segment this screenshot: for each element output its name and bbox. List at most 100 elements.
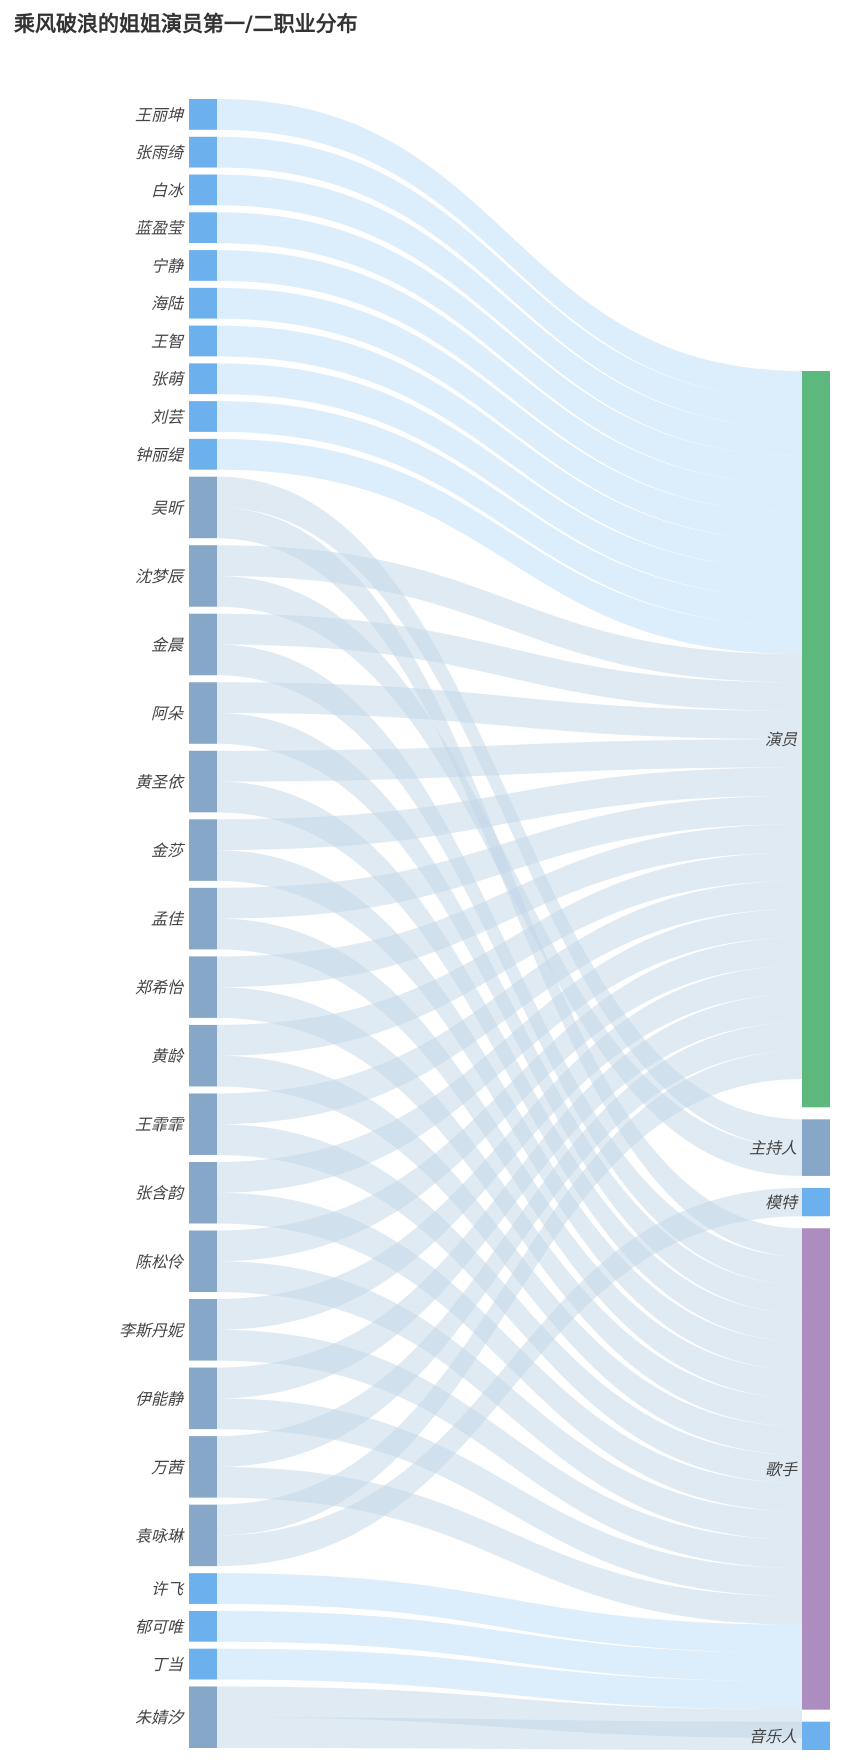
source-node[interactable] xyxy=(189,1230,217,1293)
chart-title: 乘风破浪的姐姐演员第一/二职业分布 xyxy=(14,12,358,36)
target-node[interactable] xyxy=(802,371,830,1108)
source-label: 海陆 xyxy=(151,294,185,313)
target-label: 演员 xyxy=(765,730,798,749)
source-node[interactable] xyxy=(189,250,217,281)
sankey-link xyxy=(217,363,802,598)
sankey-link xyxy=(217,994,802,1399)
sankey-link xyxy=(217,1022,802,1467)
source-label: 张含韵 xyxy=(135,1184,185,1203)
source-node[interactable] xyxy=(189,476,217,539)
sankey-link xyxy=(217,682,802,740)
source-label: 王丽坤 xyxy=(135,105,185,124)
sankey-link xyxy=(217,99,802,400)
source-label: 吴昕 xyxy=(151,498,185,517)
source-node[interactable] xyxy=(189,212,217,244)
source-label: 许飞 xyxy=(151,1580,185,1599)
source-node[interactable] xyxy=(189,1686,217,1748)
sankey-link xyxy=(217,909,802,1193)
source-node[interactable] xyxy=(189,1573,217,1604)
sankey-nodes xyxy=(189,99,830,1750)
sankey-link xyxy=(217,767,802,851)
source-node[interactable] xyxy=(189,613,217,676)
target-label: 音乐人 xyxy=(749,1727,797,1746)
source-label: 丁当 xyxy=(151,1655,185,1674)
target-node[interactable] xyxy=(802,1228,830,1710)
source-label: 钟丽缇 xyxy=(135,445,185,464)
sankey-links xyxy=(217,99,802,1750)
sankey-link xyxy=(217,1192,802,1512)
source-node[interactable] xyxy=(189,545,217,607)
sankey-link xyxy=(217,1187,802,1567)
target-node[interactable] xyxy=(802,1187,830,1217)
source-node[interactable] xyxy=(189,401,217,432)
sankey-link xyxy=(217,965,802,1330)
sankey-link xyxy=(217,1573,802,1654)
sankey-link xyxy=(217,1648,802,1710)
source-node[interactable] xyxy=(189,682,217,744)
source-label: 王霏霏 xyxy=(135,1115,185,1134)
source-node[interactable] xyxy=(189,363,217,395)
target-node[interactable] xyxy=(802,1119,830,1176)
source-label: 黄龄 xyxy=(151,1047,185,1066)
source-label: 金晨 xyxy=(151,635,184,654)
source-label: 万茜 xyxy=(151,1458,186,1477)
source-label: 郑希怡 xyxy=(135,978,185,997)
sankey-link xyxy=(217,174,802,456)
source-node[interactable] xyxy=(189,136,217,168)
target-label: 主持人 xyxy=(749,1139,797,1158)
sankey-link xyxy=(217,824,802,988)
source-label: 朱婧汐 xyxy=(135,1708,185,1727)
source-label: 袁咏琳 xyxy=(135,1526,185,1545)
sankey-link xyxy=(217,575,802,1176)
target-label: 歌手 xyxy=(765,1460,798,1479)
source-label: 白冰 xyxy=(151,181,185,200)
source-node[interactable] xyxy=(189,819,217,881)
source-node[interactable] xyxy=(189,99,217,130)
source-label: 伊能静 xyxy=(135,1389,185,1408)
sankey-link xyxy=(217,937,802,1262)
source-label: 李斯丹妮 xyxy=(119,1321,185,1340)
source-node[interactable] xyxy=(189,887,217,950)
sankey-link xyxy=(217,1398,802,1597)
source-node[interactable] xyxy=(189,1024,217,1087)
sankey-link xyxy=(217,401,802,626)
sankey-link xyxy=(217,287,802,541)
source-node[interactable] xyxy=(189,1093,217,1155)
target-label: 模特 xyxy=(765,1193,799,1212)
source-node[interactable] xyxy=(189,956,217,1018)
source-node[interactable] xyxy=(189,1367,217,1430)
source-node[interactable] xyxy=(189,1504,217,1567)
sankey-link xyxy=(217,795,802,919)
source-label: 蓝盈莹 xyxy=(135,219,186,238)
sankey-link xyxy=(217,438,802,655)
sankey-link xyxy=(217,325,802,570)
source-node[interactable] xyxy=(189,1161,217,1224)
source-node[interactable] xyxy=(189,174,217,206)
target-node[interactable] xyxy=(802,1721,830,1750)
source-label: 陈松伶 xyxy=(135,1252,185,1271)
sankey-link xyxy=(217,613,802,711)
source-label: 张雨绮 xyxy=(135,143,185,162)
source-label: 张萌 xyxy=(151,370,186,389)
sankey-link xyxy=(217,1329,802,1569)
source-label: 宁静 xyxy=(151,256,185,275)
source-label: 郁可唯 xyxy=(135,1617,185,1636)
source-label: 阿朵 xyxy=(151,704,184,723)
source-node[interactable] xyxy=(189,438,217,470)
source-node[interactable] xyxy=(189,287,217,319)
source-node[interactable] xyxy=(189,1436,217,1498)
source-label: 金莎 xyxy=(151,841,186,860)
source-label: 王智 xyxy=(151,332,185,351)
source-node[interactable] xyxy=(189,325,217,357)
sankey-link xyxy=(217,250,802,513)
sankey-link xyxy=(217,1261,802,1540)
source-node[interactable] xyxy=(189,750,217,813)
source-node[interactable] xyxy=(189,1299,217,1361)
sankey-link xyxy=(217,136,802,428)
source-node[interactable] xyxy=(189,1648,217,1680)
sankey-labels: 王丽坤张雨绮白冰蓝盈莹宁静海陆王智张萌刘芸钟丽缇吴昕沈梦辰金晨阿朵黄圣依金莎孟佳… xyxy=(119,105,799,1745)
sankey-link xyxy=(217,880,802,1125)
source-label: 黄圣依 xyxy=(135,773,185,792)
sankey-link xyxy=(217,739,802,782)
source-node[interactable] xyxy=(189,1610,217,1642)
